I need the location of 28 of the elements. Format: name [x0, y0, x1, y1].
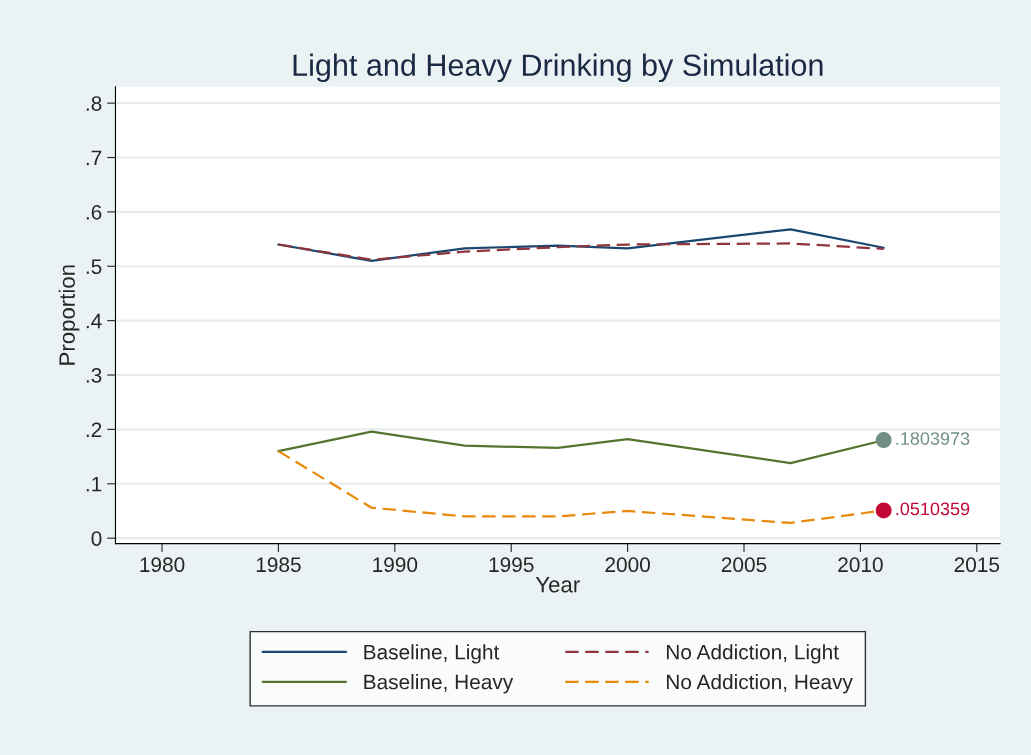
chart-title: Light and Heavy Drinking by Simulation	[293, 53, 823, 83]
legend-label: Baseline, Heavy	[364, 674, 514, 694]
x-tick-label: 1995	[489, 557, 534, 573]
y-tick-label: .2	[86, 422, 102, 437]
line-series	[277, 228, 885, 262]
data-label: .1803973	[896, 432, 970, 445]
y-tick-label: .3	[86, 368, 102, 383]
y-tick-label: .5	[86, 259, 102, 275]
x-tick-label: 2005	[721, 557, 767, 573]
y-tick-label: 0	[91, 531, 102, 546]
x-tick-label: 1985	[256, 557, 301, 573]
y-tick-label: .8	[86, 96, 102, 111]
y-tick-label: .1	[86, 477, 102, 492]
legend-label: No Addiction, Heavy	[666, 674, 853, 694]
legend-label: Baseline, Light	[364, 644, 500, 664]
legend-label: No Addiction, Light	[666, 644, 839, 664]
x-tick-label: 1990	[373, 557, 418, 573]
x-tick-label: 2015	[954, 557, 1000, 573]
y-axis-title: Proportion	[58, 265, 80, 365]
x-axis-title: Year	[535, 577, 580, 593]
line-series	[277, 242, 885, 261]
data-label: .0510359	[896, 502, 970, 516]
y-tick-label: .7	[86, 150, 102, 166]
x-tick-label: 2010	[838, 557, 883, 573]
x-tick-label: 2000	[605, 557, 650, 573]
y-tick-label: .4	[86, 313, 102, 329]
x-tick-label: 1980	[140, 557, 185, 573]
y-tick-label: .6	[86, 204, 102, 220]
